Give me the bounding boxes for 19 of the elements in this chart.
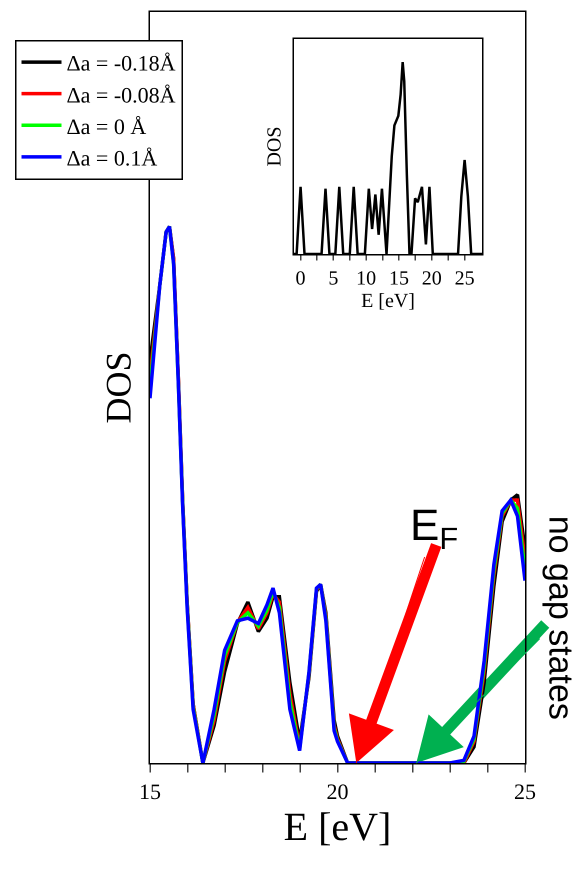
x-tick-label: 5	[328, 268, 338, 290]
x-tick-label: 20	[422, 268, 442, 290]
x-tick-label: 15	[388, 268, 409, 290]
annotation: E$_{F}$	[410, 501, 458, 556]
x-axis-title: E [eV]	[284, 804, 392, 849]
annotation: no gap states	[541, 516, 580, 720]
x-axis-title: E [eV]	[361, 290, 415, 312]
x-tick-label: 0	[296, 268, 306, 290]
x-tick-label: 25	[454, 268, 475, 290]
x-tick-label: 20	[326, 778, 348, 804]
x-tick-label: 25	[514, 778, 536, 804]
y-axis-title: DOS	[263, 126, 286, 167]
legend-label: Δa = 0 Å	[66, 114, 146, 139]
legend-label: Δa = -0.18Å	[66, 50, 176, 76]
legend-label: Δa = 0.1Å	[66, 145, 158, 170]
x-tick-label: 15	[139, 778, 161, 804]
x-tick-label: 10	[356, 268, 376, 290]
y-axis-title: DOS	[98, 351, 139, 424]
legend-label: Δa = -0.08Å	[66, 82, 176, 108]
